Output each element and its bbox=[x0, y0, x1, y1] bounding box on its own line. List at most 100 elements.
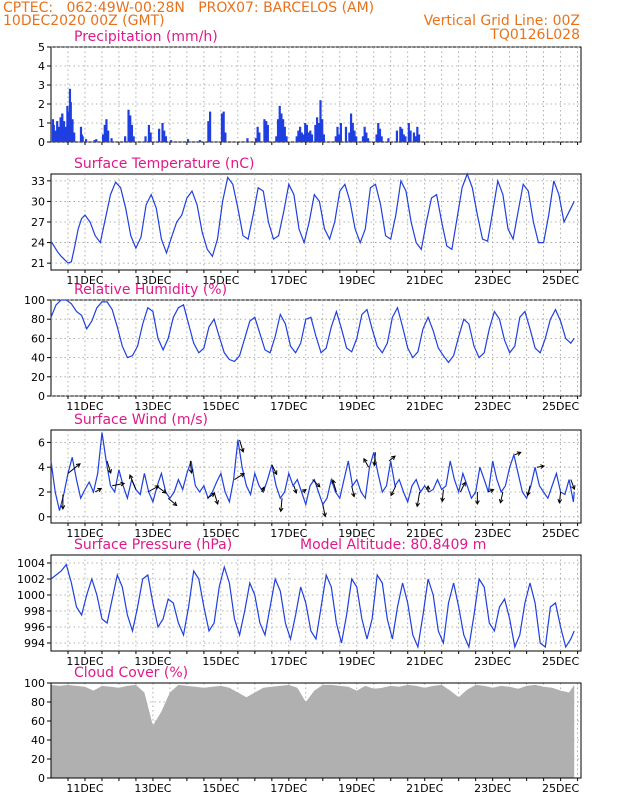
wind-vector-head bbox=[120, 481, 126, 487]
precip-bar bbox=[310, 134, 314, 142]
precip-bar bbox=[158, 128, 161, 142]
precip-bar bbox=[254, 138, 258, 142]
panel-title: Relative Humidity (%) bbox=[74, 282, 227, 298]
panel-title: Cloud Cover (%) bbox=[74, 665, 188, 681]
precip-bar bbox=[62, 121, 66, 142]
x-tick-label: 13DEC bbox=[134, 782, 171, 795]
precip-bar bbox=[416, 126, 419, 142]
precip-bar bbox=[169, 140, 173, 142]
wind-vector-head bbox=[516, 451, 522, 456]
wind-vector-head bbox=[75, 463, 81, 468]
x-tick-label: 19DEC bbox=[338, 400, 375, 413]
precip-bar bbox=[355, 136, 358, 142]
precip-bar bbox=[363, 126, 366, 142]
precip-bar bbox=[129, 115, 132, 142]
y-tick-label: 27 bbox=[31, 216, 45, 229]
x-tick-label: 13DEC bbox=[134, 527, 171, 540]
wind-vector-head bbox=[107, 468, 112, 474]
x-tick-label: 23DEC bbox=[474, 655, 511, 668]
precip-bar bbox=[402, 134, 405, 142]
x-tick-label: 11DEC bbox=[66, 400, 103, 413]
precip-bar bbox=[339, 123, 342, 142]
x-tick-label: 23DEC bbox=[474, 274, 511, 287]
x-tick-label: 13DEC bbox=[134, 655, 171, 668]
wind-vector-head bbox=[440, 497, 445, 503]
wind-vector-head bbox=[161, 489, 167, 494]
precip-bar bbox=[124, 136, 127, 142]
y-tick-label: 1000 bbox=[17, 589, 45, 602]
precip-bar bbox=[144, 136, 147, 142]
wind-vector-head bbox=[239, 447, 245, 453]
wind-vector-head bbox=[557, 498, 563, 504]
wind-vector bbox=[280, 498, 283, 512]
panel-2: 21 24 27 30 33 11DEC 13DEC 15DEC 17DEC 19DEC 21DEC… bbox=[31, 156, 582, 287]
precip-bar bbox=[297, 130, 300, 142]
x-tick-label: 15DEC bbox=[202, 527, 239, 540]
precip-bar bbox=[147, 124, 151, 142]
wind-vector-head bbox=[571, 485, 576, 491]
wind-vector bbox=[189, 460, 192, 474]
wind-vector-head bbox=[188, 469, 194, 475]
wind-vector-head bbox=[526, 491, 531, 497]
precip-bar bbox=[304, 123, 307, 142]
y-tick-label: 20 bbox=[31, 371, 45, 384]
wind-vector bbox=[514, 451, 521, 456]
precip-bar bbox=[348, 132, 351, 142]
y-tick-label: 100 bbox=[24, 677, 45, 690]
precip-bar bbox=[71, 119, 74, 142]
y-tick-label: 4 bbox=[38, 461, 45, 474]
precip-bar bbox=[317, 123, 320, 142]
wind-vector-head bbox=[97, 487, 103, 493]
y-tick-label: 1 bbox=[38, 117, 45, 130]
wind-vector-head bbox=[498, 498, 504, 504]
wind-vector-head bbox=[60, 505, 66, 510]
x-tick-label: 23DEC bbox=[474, 782, 511, 795]
x-tick-label: 25DEC bbox=[542, 274, 579, 287]
y-tick-label: 80 bbox=[31, 313, 45, 326]
x-tick-label: 11DEC bbox=[66, 655, 103, 668]
precip-bar bbox=[349, 113, 353, 142]
wind-vector-head bbox=[391, 455, 396, 461]
wind-vector-head bbox=[172, 501, 178, 507]
x-tick-label: 21DEC bbox=[406, 400, 443, 413]
panel-frame bbox=[50, 429, 582, 524]
wind-vector-head bbox=[278, 507, 284, 513]
wind-vector-head bbox=[315, 482, 321, 488]
precip-bar bbox=[377, 123, 380, 142]
precip-bar bbox=[417, 134, 421, 142]
wind-vector bbox=[558, 491, 562, 503]
panel-5: 994 996 998 1000 1002 1004 11DEC 13DEC 15DEC 17DE… bbox=[17, 537, 582, 668]
precip-bar bbox=[81, 136, 84, 142]
precip-bar bbox=[224, 132, 227, 142]
wind-vector bbox=[234, 473, 245, 481]
precip-bar bbox=[316, 117, 319, 142]
panel-title: Surface Wind (m/s) bbox=[74, 412, 208, 428]
precip-bar bbox=[275, 136, 278, 142]
y-tick-label: 0 bbox=[38, 772, 45, 785]
y-tick-label: 80 bbox=[31, 696, 45, 709]
y-tick-label: 1004 bbox=[17, 557, 45, 570]
y-tick-label: 4 bbox=[38, 60, 45, 73]
series-line bbox=[50, 299, 575, 364]
precip-bar bbox=[387, 138, 390, 142]
precip-bar bbox=[400, 128, 404, 142]
x-tick-label: 17DEC bbox=[270, 655, 307, 668]
precip-bar bbox=[305, 124, 309, 142]
precip-bar bbox=[395, 130, 399, 142]
x-tick-label: 21DEC bbox=[406, 527, 443, 540]
precip-bar bbox=[282, 119, 285, 142]
x-tick-label: 19DEC bbox=[338, 274, 375, 287]
precip-bar bbox=[164, 136, 168, 142]
wind-vector bbox=[129, 474, 137, 490]
precip-bar bbox=[321, 119, 324, 142]
precip-bar bbox=[103, 124, 106, 142]
precip-bar bbox=[309, 130, 312, 142]
y-tick-label: 2 bbox=[38, 486, 45, 499]
precip-bar bbox=[278, 105, 281, 142]
wind-vector bbox=[388, 455, 396, 462]
y-tick-label: 100 bbox=[24, 294, 45, 307]
precip-bar bbox=[336, 126, 339, 142]
y-tick-label: 20 bbox=[31, 753, 45, 766]
precip-bar bbox=[334, 136, 337, 142]
precip-bar bbox=[256, 126, 259, 142]
